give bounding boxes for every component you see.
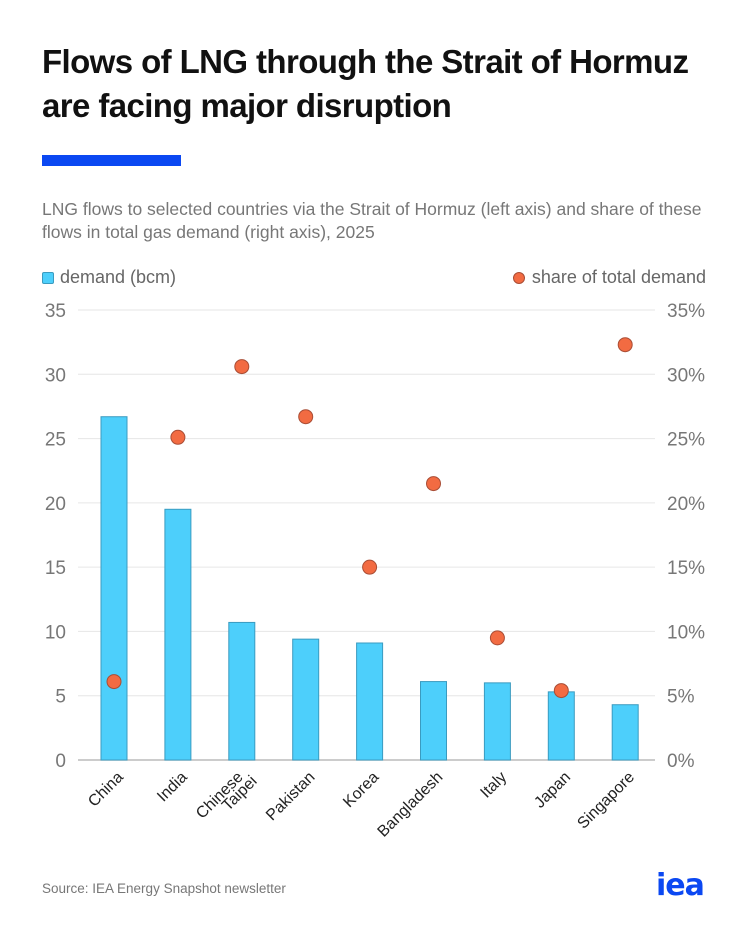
dot-japan — [553, 683, 569, 699]
dot-chinese-taipei — [234, 359, 250, 375]
bar-chinese-taipei — [228, 621, 256, 761]
iea-logo: iea — [656, 868, 705, 903]
legend-bars: demand (bcm) — [42, 267, 176, 288]
bar-singapore — [611, 704, 639, 761]
combo-chart: 0 0% 5 5% 10 10% 15 15% 20 20% 25 25% 30 30% 35 35% Chin… — [45, 301, 705, 841]
left-axis-tick: 5 — [55, 687, 66, 708]
bar-india — [164, 508, 192, 761]
category-label: Singapore — [574, 769, 638, 833]
dot-swatch-icon — [512, 271, 525, 284]
dot-italy — [489, 630, 505, 646]
legend-bars-label: demand (bcm) — [60, 267, 177, 287]
legend-dots-label: share of total demand — [531, 267, 706, 287]
left-axis-tick: 30 — [45, 365, 66, 386]
category-label: Japan — [531, 769, 574, 812]
category-label: Pakistan — [263, 769, 318, 824]
legend-dots: share of total demand — [512, 267, 706, 288]
bar-bangladesh — [420, 681, 447, 761]
left-axis-tick: 20 — [45, 494, 66, 515]
dot-bangladesh — [426, 476, 441, 492]
right-axis-tick: 25% — [667, 430, 705, 451]
right-axis-tick: 0% — [667, 751, 695, 772]
category-label: Bangladesh — [375, 769, 447, 841]
left-axis-tick: 35 — [45, 301, 66, 322]
dot-korea — [362, 559, 378, 575]
category-label: India — [154, 769, 191, 806]
right-axis-tick: 5% — [667, 687, 695, 708]
dot-china — [106, 674, 122, 690]
right-axis-tick: 10% — [667, 622, 705, 643]
title-accent-bar — [42, 155, 181, 166]
right-axis-tick: 30% — [667, 365, 705, 386]
dot-india — [170, 429, 186, 445]
bar-japan — [547, 691, 575, 761]
dot-pakistan — [298, 409, 314, 425]
chart-title: Flows of LNG through the Strait of Hormu… — [42, 43, 689, 124]
category-label: Italy — [477, 769, 510, 802]
chart-subtitle: LNG flows to selected countries via the … — [42, 199, 702, 242]
left-axis-tick: 10 — [45, 622, 66, 643]
bar-china — [100, 416, 128, 761]
category-label: Korea — [340, 769, 382, 811]
left-axis-tick: 0 — [55, 751, 66, 772]
right-axis-tick: 15% — [667, 558, 705, 579]
bar-swatch-icon — [42, 271, 54, 284]
right-axis-tick: 20% — [667, 494, 705, 515]
right-axis-tick: 35% — [667, 301, 705, 322]
bar-pakistan — [292, 638, 320, 761]
bar-korea — [356, 642, 384, 761]
source-note: Source: IEA Energy Snapshot newsletter — [42, 881, 286, 896]
dot-singapore — [617, 337, 633, 353]
category-label: China — [85, 769, 127, 811]
bar-italy — [483, 682, 511, 761]
left-axis-tick: 25 — [45, 430, 66, 451]
left-axis-tick: 15 — [45, 558, 66, 579]
